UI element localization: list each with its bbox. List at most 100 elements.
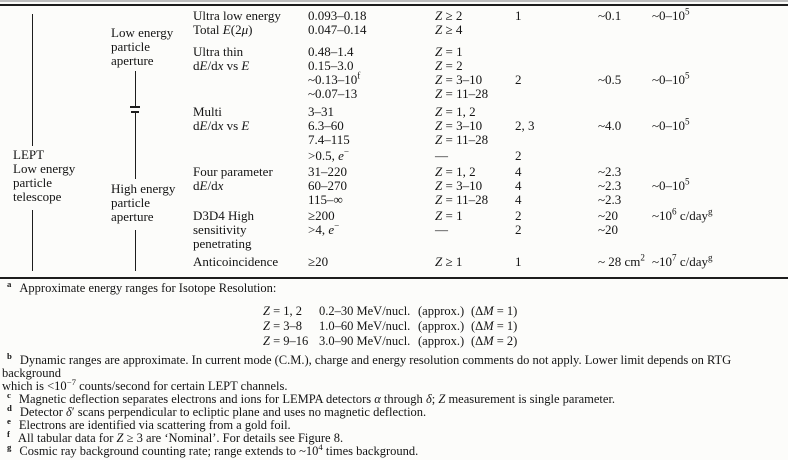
dynamic-range-cell <box>652 105 788 119</box>
table-body: Ultra low energy 0.093–0.18 Z ≥ 2 1 ~0.1 ~0–1… <box>193 7 788 269</box>
geometry-cell: ~ 28 cm2 <box>598 252 645 269</box>
geometry-cell: ~2.3 <box>598 164 622 179</box>
dynamic-range-cell <box>652 165 788 179</box>
table-row: 7.4–115 Z = 11–28 <box>193 133 788 147</box>
instrument-bracket-lower <box>32 210 33 271</box>
params-cell: 2, 3 <box>515 118 535 133</box>
table-row: dE/dx vs E 0.15–3.0 Z = 2 <box>193 59 788 73</box>
geometry-cell <box>598 149 652 163</box>
footnote-g: g Cosmic ray background counting rate; ra… <box>2 441 786 458</box>
dynamic-range-cell <box>652 237 788 251</box>
table-row: Multi 3–31 Z = 1, 2 <box>193 105 788 119</box>
footnotes: a Approximate energy ranges for Isotope R… <box>2 278 786 458</box>
footnote-marker: a <box>7 278 12 289</box>
detector-cell: Total E(2μ) <box>193 22 253 37</box>
geometry-cell: ~20 <box>598 208 619 223</box>
footnote-text: All tabular data for Z ≥ 3 are ‘Nominal’… <box>17 431 344 445</box>
range-cell: 0.15–3.0 <box>308 58 354 73</box>
geometry-cell: ~0.5 <box>598 72 622 87</box>
table-row: Total E(2μ) 0.047–0.14 Z ≥ 4 <box>193 23 788 37</box>
dynamic-range-cell <box>652 23 788 37</box>
params-cell: 1 <box>515 8 522 23</box>
detector-cell: dE/dx vs E <box>193 118 250 133</box>
charge-cell: Z = 2 <box>435 58 463 73</box>
dynamic-range-cell: ~0–105 <box>652 176 690 193</box>
range-cell: ≥20 <box>308 254 329 269</box>
instrument-label-line: telescope <box>13 189 62 204</box>
range-cell: 0.48–1.4 <box>308 44 354 59</box>
params-cell <box>515 59 598 73</box>
table-row: Ultra thin 0.48–1.4 Z = 1 <box>193 45 788 59</box>
params-cell: 4 <box>515 164 522 179</box>
geometry-cell <box>598 237 652 251</box>
charge-cell: Z = 3–10 <box>435 72 483 87</box>
params-cell: 2 <box>515 72 522 87</box>
table-row: 115–∞ Z = 11–28 4 ~2.3 <box>193 193 788 207</box>
table-row: dE/dx 60–270 Z = 3–10 4 ~2.3 ~0–105 <box>193 176 788 193</box>
instrument-label-line: particle <box>13 175 52 190</box>
aperture-label-low-energy: Low energy particle aperture <box>111 26 173 68</box>
table-bottom-rule <box>0 277 788 279</box>
range-cell: >0.5, e− <box>308 146 350 163</box>
dynamic-range-cell: ~0–105 <box>652 70 690 87</box>
table-top-rule <box>0 4 788 6</box>
subtable-mass-resolution: (ΔM = 2) <box>471 334 518 348</box>
range-cell: ≥200 <box>308 208 335 223</box>
subtable-charge: Z = 1, 2 <box>263 304 303 318</box>
table-row: ~0.13–10f Z = 3–10 2 ~0.5 ~0–105 <box>193 70 788 87</box>
footnote-marker: g <box>7 441 12 452</box>
subtable-range: 0.2–30 MeV/nucl. <box>319 304 411 318</box>
geometry-cell: ~2.3 <box>598 192 622 207</box>
charge-cell: — <box>435 148 448 163</box>
geometry-cell: ~2.3 <box>598 178 622 193</box>
charge-cell: Z = 3–10 <box>435 118 483 133</box>
dynamic-range-cell <box>652 133 788 147</box>
subtable-charge: Z = 9–16 <box>263 334 309 348</box>
instrument-label-line: Low energy <box>13 161 76 176</box>
subtable-range: 3.0–90 MeV/nucl. <box>319 334 411 348</box>
range-cell: ~0.13–10f <box>308 70 361 87</box>
dynamic-range-cell <box>652 87 788 101</box>
params-cell: 1 <box>515 254 522 269</box>
detector-cell: dE/dx vs E <box>193 58 250 73</box>
aperture-label-line: aperture <box>111 53 154 68</box>
params-cell: 4 <box>515 192 522 207</box>
aperture-label-line: aperture <box>111 209 154 224</box>
range-cell: >4, e− <box>308 220 340 237</box>
footnote-marker: c <box>7 389 11 400</box>
isotope-resolution-subtable: Z = 1, 2 0.2–30 MeV/nucl. (approx.) (ΔM = 1… <box>263 304 786 349</box>
dynamic-range-cell <box>652 193 788 207</box>
detector-cell <box>193 87 308 101</box>
subtable-mass-resolution: (ΔM = 1) <box>471 319 518 333</box>
detector-cell <box>193 193 308 207</box>
footnote-text: Cosmic ray background counting rate; ran… <box>19 441 419 458</box>
geometry-cell <box>598 105 652 119</box>
params-cell <box>515 105 598 119</box>
table-row: >0.5, e− — 2 <box>193 146 788 163</box>
top-rule-shadow <box>0 0 788 2</box>
footnote-e: e Electrons are identified via scattering… <box>2 415 786 432</box>
params-cell: 2 <box>515 222 522 237</box>
footnote-marker: e <box>7 415 11 426</box>
detector-cell <box>193 133 308 147</box>
instrument-label: LEPT Low energy particle telescope <box>13 148 75 204</box>
geometry-cell <box>598 133 652 147</box>
charge-cell: Z = 11–28 <box>435 132 489 147</box>
aperture-label-high-energy: High energy particle aperture <box>111 182 175 224</box>
aperture-label-line: High energy <box>111 181 176 196</box>
subtable-charge: Z = 3–8 <box>263 319 303 333</box>
range-cell <box>308 237 435 251</box>
footnote-text: Detector δ′ scans perpendicular to eclip… <box>19 405 427 419</box>
table-row: Four parameter 31–220 Z = 1, 2 4 ~2.3 <box>193 165 788 179</box>
charge-cell: Z = 1 <box>435 44 463 59</box>
bracket-tick-upper <box>130 106 140 108</box>
range-cell: 31–220 <box>308 164 347 179</box>
charge-cell: Z ≥ 4 <box>435 22 463 37</box>
params-cell: 4 <box>515 178 522 193</box>
dynamic-range-cell <box>652 223 788 237</box>
footnote-b: b Dynamic ranges are approximate. In curr… <box>2 351 786 393</box>
geometry-cell: ~4.0 <box>598 118 622 133</box>
subtable-row: Z = 3–8 1.0–60 MeV/nucl. (approx.) (ΔM = 1) <box>263 319 786 334</box>
geometry-cell <box>598 59 652 73</box>
params-cell <box>515 87 598 101</box>
